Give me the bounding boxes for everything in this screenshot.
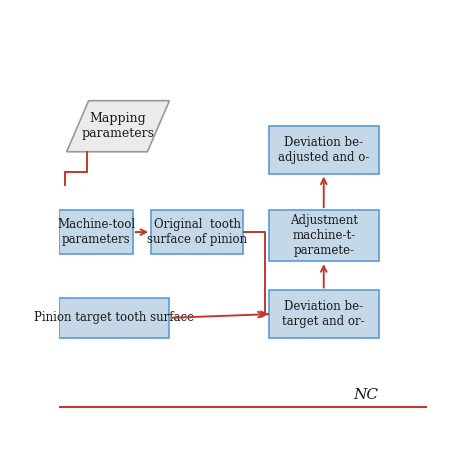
Text: Deviation be-
adjusted and o-: Deviation be- adjusted and o- [278, 136, 369, 164]
FancyBboxPatch shape [269, 291, 379, 338]
Text: Original  tooth
surface of pinion: Original tooth surface of pinion [147, 218, 247, 246]
FancyBboxPatch shape [59, 298, 169, 338]
Text: Machine-tool
parameters: Machine-tool parameters [57, 218, 135, 246]
FancyBboxPatch shape [151, 210, 243, 254]
Text: Deviation be-
target and or-: Deviation be- target and or- [283, 300, 365, 328]
Text: Pinion target tooth surface: Pinion target tooth surface [34, 311, 194, 324]
FancyBboxPatch shape [269, 126, 379, 173]
Text: Mapping
parameters: Mapping parameters [82, 112, 155, 140]
Text: Adjustment
machine-t-
paramete-: Adjustment machine-t- paramete- [290, 214, 358, 257]
FancyBboxPatch shape [269, 210, 379, 261]
Polygon shape [66, 100, 170, 152]
Text: NC: NC [353, 388, 378, 402]
FancyBboxPatch shape [59, 210, 133, 254]
